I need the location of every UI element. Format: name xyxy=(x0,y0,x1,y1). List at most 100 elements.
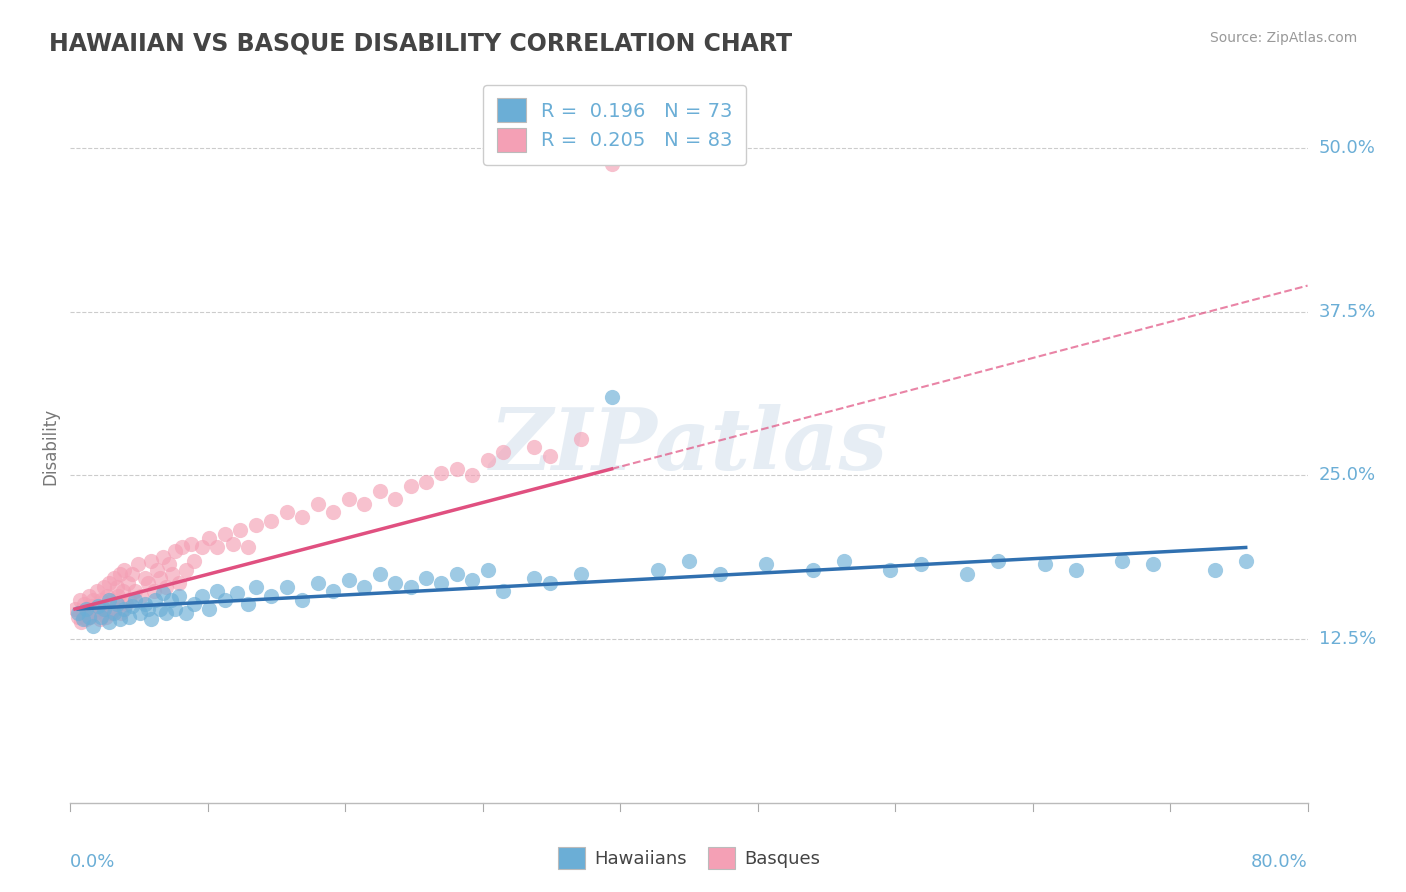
Point xyxy=(600,157,623,171)
Point xyxy=(131,589,153,603)
Point xyxy=(276,580,298,594)
Point xyxy=(67,610,90,624)
Point xyxy=(165,544,187,558)
Point xyxy=(229,524,252,538)
Point xyxy=(93,580,115,594)
Point xyxy=(76,602,98,616)
Point xyxy=(170,541,193,555)
Point xyxy=(139,612,162,626)
Text: Source: ZipAtlas.com: Source: ZipAtlas.com xyxy=(1209,31,1357,45)
Point xyxy=(157,558,180,572)
Point xyxy=(180,536,202,550)
Point xyxy=(430,466,453,480)
Point xyxy=(492,583,515,598)
Point xyxy=(82,619,105,633)
Point xyxy=(538,449,561,463)
Point xyxy=(136,575,159,590)
Point xyxy=(142,583,165,598)
Point xyxy=(90,610,112,624)
Point xyxy=(353,497,375,511)
Point xyxy=(191,541,214,555)
Point xyxy=(260,514,283,528)
Point xyxy=(307,575,329,590)
Point xyxy=(191,589,214,603)
Point xyxy=(1234,553,1257,567)
Point xyxy=(104,602,127,616)
Point xyxy=(129,606,152,620)
Point xyxy=(91,602,114,616)
Point xyxy=(245,580,267,594)
Point xyxy=(105,580,128,594)
Point xyxy=(155,606,177,620)
Point xyxy=(63,602,86,616)
Point xyxy=(121,566,143,581)
Point xyxy=(75,612,97,626)
Point xyxy=(214,527,236,541)
Point xyxy=(149,571,172,585)
Point xyxy=(114,563,135,577)
Point xyxy=(384,575,406,590)
Text: 12.5%: 12.5% xyxy=(1319,630,1376,648)
Point xyxy=(1064,563,1087,577)
Point xyxy=(226,586,249,600)
Point xyxy=(492,445,515,459)
Point xyxy=(146,563,169,577)
Point xyxy=(337,491,360,506)
Point xyxy=(118,610,141,624)
Point xyxy=(101,592,124,607)
Point xyxy=(67,606,90,620)
Point xyxy=(446,462,468,476)
Point xyxy=(245,518,267,533)
Point xyxy=(910,558,932,572)
Point xyxy=(160,592,183,607)
Point xyxy=(75,602,97,616)
Point xyxy=(72,606,94,620)
Point xyxy=(291,510,314,524)
Point xyxy=(174,563,197,577)
Text: 0.0%: 0.0% xyxy=(70,853,115,871)
Point xyxy=(80,599,103,614)
Point xyxy=(107,589,129,603)
Point xyxy=(477,563,499,577)
Text: HAWAIIAN VS BASQUE DISABILITY CORRELATION CHART: HAWAIIAN VS BASQUE DISABILITY CORRELATIO… xyxy=(49,31,793,55)
Point xyxy=(103,571,125,585)
Point xyxy=(165,602,187,616)
Point xyxy=(73,597,96,611)
Point xyxy=(956,566,979,581)
Point xyxy=(415,571,437,585)
Point xyxy=(108,566,131,581)
Point xyxy=(86,583,108,598)
Point xyxy=(1204,563,1226,577)
Point xyxy=(124,583,146,598)
Y-axis label: Disability: Disability xyxy=(41,408,59,484)
Point xyxy=(322,505,344,519)
Point xyxy=(987,553,1010,567)
Point xyxy=(214,592,236,607)
Point xyxy=(198,531,221,545)
Point xyxy=(207,583,229,598)
Point xyxy=(87,602,110,616)
Point xyxy=(69,592,91,607)
Point xyxy=(399,479,422,493)
Point xyxy=(108,612,131,626)
Point xyxy=(477,452,499,467)
Point xyxy=(96,589,118,603)
Point xyxy=(461,573,484,587)
Text: 50.0%: 50.0% xyxy=(1319,139,1375,157)
Point xyxy=(139,553,162,567)
Legend: Hawaiians, Basques: Hawaiians, Basques xyxy=(551,839,827,876)
Point xyxy=(322,583,344,598)
Point xyxy=(647,563,669,577)
Point xyxy=(1111,553,1133,567)
Text: 37.5%: 37.5% xyxy=(1319,302,1376,321)
Point xyxy=(337,573,360,587)
Point xyxy=(238,541,260,555)
Point xyxy=(183,553,205,567)
Point xyxy=(307,497,329,511)
Point xyxy=(98,592,120,607)
Point xyxy=(103,606,125,620)
Point xyxy=(879,563,901,577)
Point xyxy=(569,432,592,446)
Point xyxy=(134,571,156,585)
Point xyxy=(291,592,314,607)
